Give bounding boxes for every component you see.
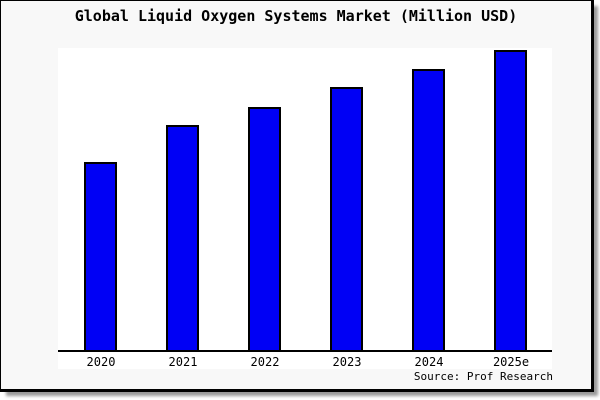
x-tick-label: 2025e: [492, 355, 530, 369]
x-axis-line: [58, 350, 552, 352]
bar-2024: [412, 69, 445, 351]
x-tick-label: 2024: [414, 355, 444, 369]
bar-2020: [84, 162, 117, 351]
x-tick-label: 2021: [168, 355, 198, 369]
x-tick-label: 2022: [250, 355, 280, 369]
source-note: Source: Prof Research: [413, 370, 553, 383]
bar-2021: [166, 125, 199, 351]
bar-2022: [248, 107, 281, 351]
plot-area: [58, 48, 552, 369]
bar-2023: [330, 87, 363, 351]
chart-card: Global Liquid Oxygen Systems Market (Mil…: [0, 0, 594, 392]
chart-title: Global Liquid Oxygen Systems Market (Mil…: [74, 7, 518, 25]
x-tick-label: 2023: [332, 355, 362, 369]
bar-2025e: [494, 50, 527, 351]
x-tick-label: 2020: [86, 355, 116, 369]
